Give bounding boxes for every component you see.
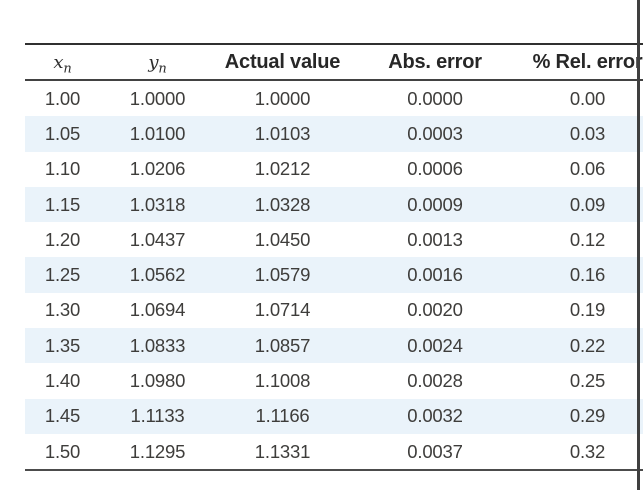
cell-actual: 1.1008 [254,370,311,392]
table-body: 1.00 1.0000 1.0000 0.0000 0.00 1.05 1.01… [25,80,643,472]
numeric-method-table-container: xn yn Actual value Abs. error % Rel. err… [25,43,643,472]
cell-y: 1.0206 [129,158,186,180]
cell-x: 1.50 [25,433,100,472]
cell-abs-error: 0.0009 [407,193,463,215]
cell-y: 1.0100 [129,122,186,144]
table-row: 1.05 1.0100 1.0103 0.0003 0.03 [25,116,643,152]
cell-y: 1.0318 [129,193,186,215]
table-row: 1.25 1.0562 1.0579 0.0016 0.16 [25,257,643,293]
cell-rel-error: 0.19 [569,299,606,321]
cell-y: 1.0980 [129,370,186,392]
cell-abs-error: 0.0006 [407,158,463,180]
cell-x: 1.45 [44,405,81,427]
column-header-abs-error: Abs. error [350,44,520,81]
cell-x: 1.20 [44,228,81,250]
cell-actual: 1.0450 [254,228,311,250]
cell-x: 1.25 [44,264,81,286]
table-header-row: xn yn Actual value Abs. error % Rel. err… [25,44,643,81]
cell-actual: 1.0212 [254,158,311,180]
window-right-edge-line [637,0,640,490]
table-row: 1.50 1.1295 1.1331 0.0037 0.32 [25,433,643,472]
cell-rel-error: 0.16 [569,264,606,286]
cell-y: 1.1133 [130,405,185,427]
cell-abs-error: 0.0013 [407,228,463,250]
table-row: 1.00 1.0000 1.0000 0.0000 0.00 [25,80,643,116]
cell-actual: 1.0000 [254,87,311,109]
cell-x: 1.00 [44,87,81,109]
cell-abs-error: 0.0028 [407,370,463,392]
cell-x: 1.40 [44,370,81,392]
xn-base: x [53,51,64,73]
cell-x: 1.30 [44,299,81,321]
cell-actual: 1.0328 [254,193,311,215]
cell-actual: 1.1166 [255,405,310,427]
cell-rel-error: 0.32 [520,433,643,472]
column-header-rel-error: % Rel. error [520,44,643,81]
cell-abs-error: 0.0032 [407,405,463,427]
column-header-actual-value: Actual value [215,44,350,81]
column-header-xn: xn [25,44,100,81]
table-row: 1.15 1.0318 1.0328 0.0009 0.09 [25,186,643,223]
cell-x: 1.35 [44,334,81,356]
numeric-method-table: xn yn Actual value Abs. error % Rel. err… [25,43,643,472]
table-row: 1.20 1.0437 1.0450 0.0013 0.12 [25,222,643,257]
cell-rel-error: 0.22 [569,334,606,356]
cell-y: 1.0000 [129,87,186,109]
yn-subscript: n [158,61,167,77]
cell-x: 1.05 [44,122,81,144]
cell-abs-error: 0.0003 [407,122,463,144]
cell-abs-error: 0.0037 [350,433,520,472]
table-row: 1.35 1.0833 1.0857 0.0024 0.22 [25,328,643,364]
cell-abs-error: 0.0024 [407,334,463,356]
cell-actual: 1.0714 [254,299,311,321]
cell-rel-error: 0.03 [569,122,606,144]
cell-abs-error: 0.0000 [407,87,463,109]
cell-x: 1.15 [44,193,81,215]
cell-actual: 1.0857 [254,334,311,356]
cell-y: 1.0833 [129,334,186,356]
cell-y: 1.0562 [129,264,186,286]
cell-rel-error: 0.25 [569,370,606,392]
table-row: 1.45 1.1133 1.1166 0.0032 0.29 [25,398,643,434]
xn-subscript: n [63,61,72,77]
cell-x: 1.10 [44,158,81,180]
cell-rel-error: 0.00 [569,87,606,109]
cell-rel-error: 0.06 [569,158,606,180]
cell-y: 1.0437 [129,228,186,250]
cell-rel-error: 0.29 [569,405,606,427]
cell-rel-error: 0.09 [569,193,606,215]
yn-base: y [148,51,159,73]
column-header-yn: yn [100,44,215,81]
cell-actual: 1.1331 [215,433,350,472]
cell-y: 1.0694 [129,299,186,321]
cell-rel-error: 0.12 [569,228,606,250]
cell-actual: 1.0103 [254,122,311,144]
cell-abs-error: 0.0016 [407,264,463,286]
table-header: xn yn Actual value Abs. error % Rel. err… [25,44,643,81]
cell-abs-error: 0.0020 [407,299,463,321]
table-row: 1.40 1.0980 1.1008 0.0028 0.25 [25,363,643,398]
cell-actual: 1.0579 [254,264,311,286]
cell-y: 1.1295 [100,433,215,472]
table-row: 1.30 1.0694 1.0714 0.0020 0.19 [25,293,643,328]
table-row: 1.10 1.0206 1.0212 0.0006 0.06 [25,152,643,187]
